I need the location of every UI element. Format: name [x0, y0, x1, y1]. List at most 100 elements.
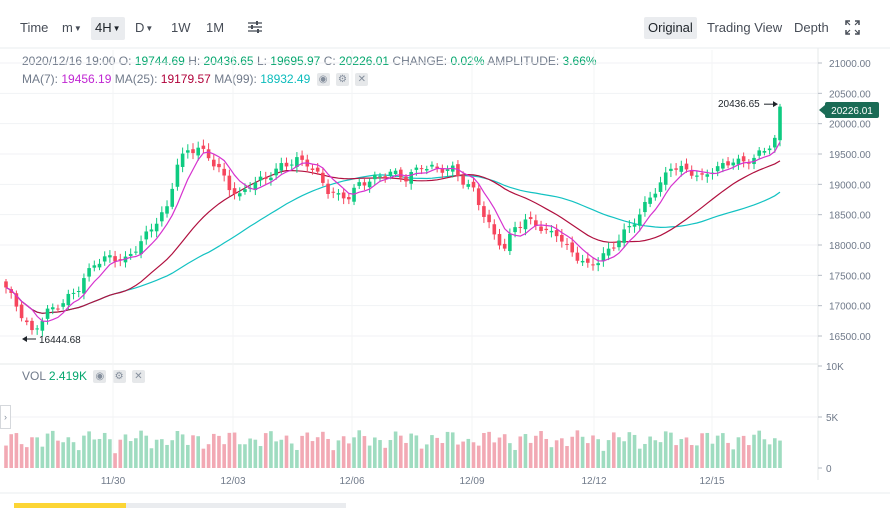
eye-icon[interactable]: ◉ [93, 370, 107, 384]
interval-4h[interactable]: 4H▼ [91, 17, 125, 40]
candle-body [331, 191, 336, 193]
volume-bar [658, 442, 663, 468]
candle-body [139, 241, 143, 255]
candle-body [679, 165, 684, 172]
ma99-line [5, 174, 781, 314]
interval-1w[interactable]: 1W [171, 20, 191, 35]
eye-icon[interactable]: ◉ [316, 73, 330, 87]
volume-bar [201, 448, 206, 468]
candle-body [424, 168, 429, 171]
ma-info: MA(7): 19456.19 MA(25): 19179.57 MA(99):… [22, 72, 369, 87]
volume-bar [186, 444, 190, 468]
volume-bar [295, 449, 299, 468]
volume-bar [440, 443, 445, 468]
candle-body [180, 153, 185, 167]
candle-body [648, 197, 652, 204]
candle-body [66, 293, 71, 306]
price-tick-label: 19000.00 [829, 180, 871, 191]
candle-body [585, 258, 590, 263]
volume-bar [269, 431, 273, 468]
candle-body [404, 176, 408, 182]
volume-bar [191, 435, 195, 468]
volume-bar [160, 439, 164, 468]
candle-body [747, 162, 751, 164]
interval-minutes[interactable]: m▼ [62, 17, 82, 40]
vol-tick-label: 0 [826, 464, 832, 475]
volume-bar [424, 444, 429, 468]
volume-bar [637, 448, 642, 468]
volume-bar [56, 440, 60, 468]
volume-bars [4, 430, 782, 468]
candle-body [398, 169, 403, 178]
volume-bar [82, 435, 86, 468]
candle-body [76, 291, 81, 293]
volume-bar [154, 439, 159, 468]
change-label: CHANGE: [392, 54, 448, 68]
view-original[interactable]: Original [644, 17, 697, 39]
interval-time[interactable]: Time [20, 20, 49, 35]
settings-icon[interactable]: ⚙ [112, 370, 126, 384]
volume-bar [554, 440, 559, 468]
candle-body [435, 166, 439, 169]
volume-bar [580, 436, 585, 468]
candle-body [315, 167, 320, 172]
inactive-tab-indicator[interactable] [126, 503, 346, 508]
volume-bar [456, 444, 460, 468]
candle-body [186, 150, 190, 153]
candle-body [35, 328, 39, 330]
ma7-value: 19456.19 [61, 72, 112, 86]
candle-body [508, 233, 512, 252]
interval-1m[interactable]: 1M [206, 20, 225, 35]
low-label: L: [256, 54, 267, 68]
fullscreen-icon[interactable] [845, 20, 860, 42]
volume-bar [653, 440, 658, 468]
current-price-pointer [819, 104, 825, 115]
volume-bar [383, 447, 388, 468]
price-tick-label: 18000.00 [829, 241, 871, 252]
candle-body [461, 175, 465, 185]
candle-body [24, 320, 29, 323]
candle-body [82, 278, 86, 294]
candle-body [741, 156, 746, 162]
view-depth[interactable]: Depth [794, 20, 829, 35]
volume-bar [450, 432, 455, 468]
settings-icon[interactable]: ⚙ [335, 73, 349, 87]
volume-bar [113, 453, 117, 468]
volume-bar [24, 447, 29, 468]
date-tick-label: 12/09 [459, 476, 484, 487]
volume-bar [476, 445, 481, 468]
candle-body [669, 168, 673, 171]
volume-bar [248, 438, 252, 468]
candle-body [414, 167, 419, 170]
scroll-left-handle[interactable]: › [0, 405, 11, 429]
close-icon[interactable]: ✕ [355, 73, 369, 87]
volume-bar [611, 432, 616, 468]
candle-body [476, 188, 481, 206]
candle-body [419, 168, 424, 170]
candle-body [191, 149, 195, 154]
candle-body [632, 224, 637, 227]
volume-bar [445, 431, 450, 468]
caret-down-icon: ▼ [112, 23, 121, 33]
volume-bar [274, 441, 278, 468]
volume-bar [518, 436, 523, 468]
active-tab-indicator[interactable] [14, 503, 126, 508]
candle-body [45, 308, 50, 319]
volume-bar [206, 444, 211, 468]
candle-body [663, 172, 668, 185]
volume-bar [87, 431, 91, 468]
volume-bar [4, 445, 8, 468]
volume-bar [71, 442, 76, 468]
close-icon[interactable]: ✕ [132, 370, 145, 384]
fullscreen-icon-svg [845, 20, 860, 35]
volume-bar [544, 438, 549, 468]
high-value: 20436.65 [203, 54, 254, 68]
interval-day[interactable]: D▼ [135, 17, 153, 40]
volume-bar [482, 433, 486, 468]
volume-bar [315, 437, 320, 468]
open-label: O: [118, 54, 132, 68]
view-trading-view[interactable]: Trading View [707, 20, 783, 35]
settings-sliders-icon[interactable] [247, 19, 263, 42]
interval-minutes-label: m [62, 20, 73, 35]
